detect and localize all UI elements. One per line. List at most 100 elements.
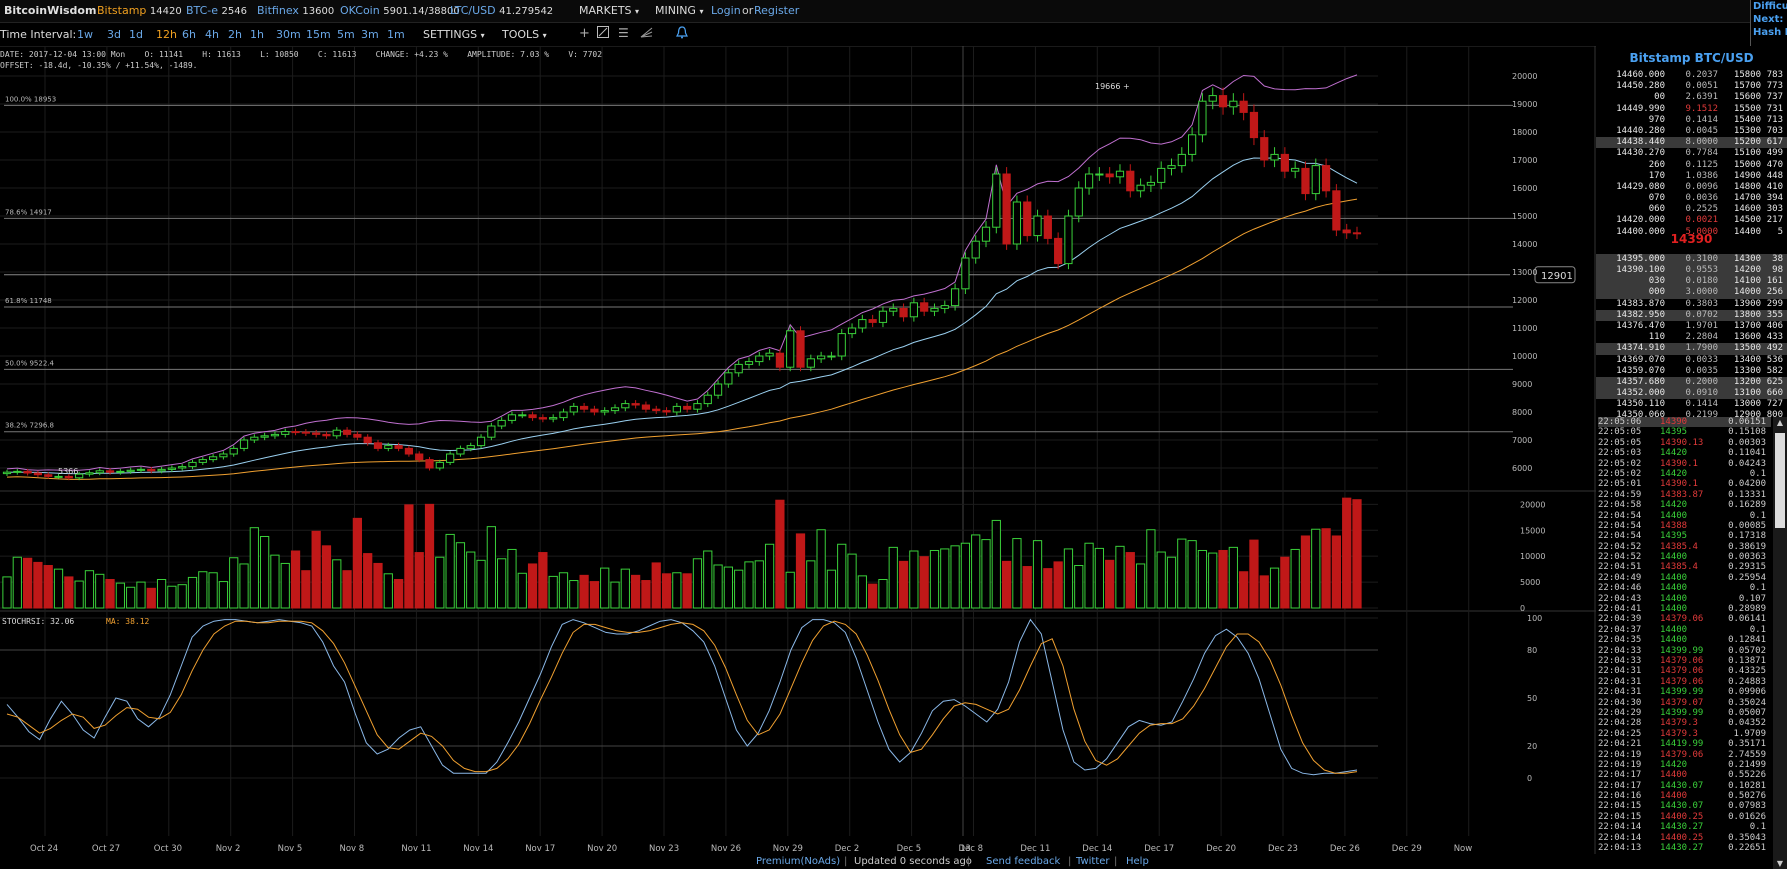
- ask-row[interactable]: 170 1.0386 14900 448: [1596, 171, 1787, 182]
- volume-bar: [806, 560, 816, 609]
- scroll-up-icon[interactable]: ▲: [1776, 418, 1784, 427]
- order-amount: 0.0036: [1685, 193, 1718, 204]
- date-axis-label: Nov 20: [587, 844, 617, 854]
- login-link[interactable]: Login: [711, 4, 741, 17]
- trade-row: 22:04:51 14385.4 0.29315: [1598, 562, 1771, 572]
- interval-1m[interactable]: 1m: [387, 28, 405, 41]
- order-price: 14350.060: [1616, 410, 1665, 421]
- scroll-down-icon[interactable]: ▼: [1776, 859, 1784, 868]
- line-draw-icon[interactable]: [597, 26, 609, 38]
- ask-row[interactable]: 14429.080 0.0096 14800 410: [1596, 182, 1787, 193]
- candle-body: [116, 470, 125, 473]
- bid-row[interactable]: 110 2.2804 13600 433: [1596, 332, 1787, 343]
- bid-row[interactable]: 14395.000 0.3100 14300 38: [1596, 253, 1787, 265]
- help-link[interactable]: Help: [1126, 856, 1149, 867]
- exchange-ticker-btce[interactable]: BTC-e 2546: [186, 4, 247, 17]
- bid-row[interactable]: 14350.110 0.1414 13000 727: [1596, 399, 1787, 410]
- mining-menu[interactable]: MINING ▾: [655, 4, 703, 17]
- ask-row[interactable]: 14450.280 0.0051 15700 773: [1596, 81, 1787, 92]
- interval-3d[interactable]: 3d: [107, 28, 121, 41]
- order-amount: 1.9701: [1685, 320, 1718, 331]
- price-axis-label: 10000: [1512, 352, 1537, 361]
- volume-bar: [352, 517, 363, 609]
- send-feedback-link[interactable]: Send feedback: [986, 856, 1061, 867]
- exchange-ticker-bitfinex[interactable]: Bitfinex 13600: [257, 4, 334, 17]
- bid-row[interactable]: 14350.060 0.2199 12900 800: [1596, 410, 1787, 421]
- volume-bar: [940, 548, 950, 609]
- ask-row[interactable]: 970 0.1414 15400 713: [1596, 115, 1787, 126]
- volume-bar: [249, 527, 259, 609]
- volume-bar: [1331, 535, 1342, 609]
- interval-1d[interactable]: 1d: [129, 28, 143, 41]
- trade-amount: 0.00085: [1728, 520, 1766, 531]
- bid-row[interactable]: 14357.680 0.2000 13200 625: [1596, 376, 1787, 389]
- trade-history-scrollbar[interactable]: ▲ ▼: [1773, 417, 1787, 869]
- exchange-ticker-okcoin[interactable]: OKCoin 5901.14/38800: [340, 4, 460, 17]
- interval-1w[interactable]: 1w: [77, 28, 93, 41]
- volume-bar: [1105, 559, 1115, 609]
- bid-row[interactable]: 14369.070 0.0033 13400 536: [1596, 355, 1787, 366]
- interval-30m[interactable]: 30m: [276, 28, 301, 41]
- scrollbar-thumb[interactable]: [1775, 433, 1785, 528]
- ask-row[interactable]: 260 0.1125 15000 470: [1596, 160, 1787, 171]
- ask-row[interactable]: 14438.440 8.0000 15200 617: [1596, 137, 1787, 149]
- ask-row[interactable]: 00 2.6391 15600 737: [1596, 92, 1787, 103]
- ask-row[interactable]: 070 0.0036 14700 394: [1596, 193, 1787, 204]
- trade-amount: 0.12841: [1728, 635, 1766, 646]
- ask-row[interactable]: 14400.000 5.0000 14400 5: [1596, 227, 1787, 238]
- interval-1h[interactable]: 1h: [250, 28, 264, 41]
- ask-row[interactable]: 14420.000 0.0021 14500 217: [1596, 215, 1787, 226]
- trade-amount: 0.09906: [1728, 687, 1766, 698]
- ask-row[interactable]: 14449.990 9.1512 15500 731: [1596, 104, 1787, 115]
- bid-row[interactable]: 14383.870 0.3803 13900 299: [1596, 299, 1787, 310]
- bid-row[interactable]: 14352.000 0.0910 13100 660: [1596, 388, 1787, 400]
- bid-row[interactable]: 14359.070 0.0035 13300 582: [1596, 366, 1787, 377]
- ask-row[interactable]: 14440.280 0.0045 15300 703: [1596, 126, 1787, 137]
- markets-menu[interactable]: MARKETS ▾: [579, 4, 639, 17]
- settings-menu[interactable]: SETTINGS ▾: [423, 28, 485, 41]
- bid-row[interactable]: 000 3.0000 14000 256: [1596, 287, 1787, 299]
- exchange-ticker-ltcusd[interactable]: LTC/USD 41.279542: [450, 4, 553, 17]
- interval-4h[interactable]: 4h: [205, 28, 219, 41]
- interval-3m[interactable]: 3m: [361, 28, 379, 41]
- interval-2h[interactable]: 2h: [228, 28, 242, 41]
- register-link[interactable]: Register: [754, 4, 800, 17]
- depth-price: 14200: [1733, 265, 1761, 275]
- bid-row[interactable]: 14382.950 0.0702 13800 355: [1596, 309, 1787, 321]
- fib-icon[interactable]: ☰: [618, 26, 629, 40]
- brand-logo[interactable]: BitcoinWisdom: [4, 4, 97, 17]
- ask-row[interactable]: 14430.270 0.7784 15100 499: [1596, 148, 1787, 159]
- trade-row: 22:05:02 14390.1 0.04243: [1598, 459, 1771, 469]
- trade-price: 14400.25: [1660, 832, 1704, 843]
- ask-row[interactable]: 14460.000 0.2037 15800 783: [1596, 70, 1787, 81]
- bid-row[interactable]: 14390.100 0.9553 14200 98: [1596, 265, 1787, 277]
- ask-row[interactable]: 060 0.2525 14600 303: [1596, 204, 1787, 215]
- price-chart[interactable]: 100.0% 18953 78.6% 14917 61.8% 11748 50.0% …: [0, 46, 1596, 854]
- volume-bar: [610, 581, 620, 609]
- interval-15m[interactable]: 15m: [306, 28, 331, 41]
- alert-bell-icon[interactable]: [676, 26, 688, 39]
- trade-amount: 0.05702: [1728, 645, 1766, 656]
- bid-row[interactable]: 030 0.0180 14100 161: [1596, 276, 1787, 288]
- order-amount: 0.7784: [1685, 148, 1718, 159]
- order-price: 260: [1648, 159, 1665, 170]
- exchange-ticker-bitstamp[interactable]: Bitstamp 14420: [97, 4, 182, 17]
- markets-menu-label: MARKETS: [579, 4, 632, 17]
- trade-amount: 0.38619: [1728, 541, 1766, 552]
- bid-row[interactable]: 14374.910 1.7900 13500 492: [1596, 343, 1787, 355]
- interval-12h[interactable]: 12h: [156, 28, 177, 41]
- interval-5m[interactable]: 5m: [337, 28, 355, 41]
- premium-link[interactable]: Premium(NoAds): [756, 856, 841, 867]
- fan-icon[interactable]: [640, 27, 653, 38]
- volume-bar: [414, 552, 424, 609]
- bid-row[interactable]: 14376.470 1.9701 13700 406: [1596, 321, 1787, 332]
- volume-bar: [260, 535, 270, 609]
- crosshair-icon[interactable]: +: [579, 26, 590, 41]
- tools-menu[interactable]: TOOLS ▾: [502, 28, 547, 41]
- order-amount: 0.2199: [1685, 410, 1718, 421]
- trade-history[interactable]: 22:05:06 14390 0.06151 22:05:05 14395 0.15108…: [1598, 417, 1771, 869]
- volume-bar: [229, 557, 239, 609]
- candle-body: [229, 447, 238, 455]
- twitter-link[interactable]: Twitter: [1076, 856, 1110, 867]
- interval-6h[interactable]: 6h: [182, 28, 196, 41]
